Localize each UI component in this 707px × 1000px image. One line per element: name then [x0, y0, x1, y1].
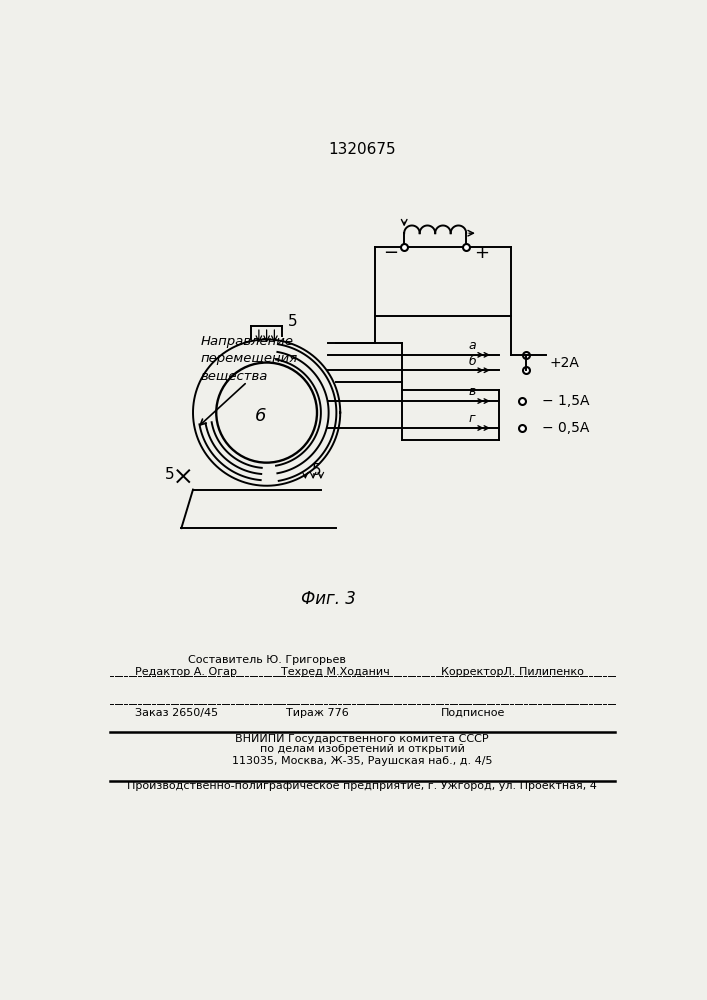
Text: КорректорЛ. Пилипенко: КорректорЛ. Пилипенко	[441, 667, 584, 677]
Text: Составитель Ю. Григорьев: Составитель Ю. Григорьев	[187, 655, 346, 665]
Text: +: +	[474, 244, 489, 262]
Text: г: г	[469, 412, 475, 425]
Text: Производственно-полиграфическое предприятие, г. Ужгород, ул. Проектная, 4: Производственно-полиграфическое предприя…	[127, 781, 597, 791]
Text: Заказ 2650/45: Заказ 2650/45	[135, 708, 218, 718]
Text: по делам изобретений и открытий: по делам изобретений и открытий	[259, 744, 464, 754]
Text: Техред М.Ходанич: Техред М.Ходанич	[281, 667, 390, 677]
Text: в: в	[468, 385, 476, 398]
Text: ВНИИПИ Государственного комитета СССР: ВНИИПИ Государственного комитета СССР	[235, 734, 489, 744]
Text: −: −	[382, 244, 398, 262]
Text: Подписное: Подписное	[441, 708, 506, 718]
Text: 1320675: 1320675	[328, 142, 396, 157]
Text: 5: 5	[165, 467, 175, 482]
Text: Редактор А. Огар: Редактор А. Огар	[135, 667, 237, 677]
Text: − 1,5А: − 1,5А	[542, 394, 589, 408]
Text: а: а	[468, 339, 476, 352]
Text: − 0,5А: − 0,5А	[542, 421, 589, 435]
Text: +2А: +2А	[549, 356, 579, 370]
Text: 5: 5	[312, 463, 322, 478]
Text: Фиг. 3: Фиг. 3	[301, 590, 356, 608]
Text: б: б	[468, 355, 476, 368]
Text: 5: 5	[288, 314, 298, 329]
Text: Тираж 776: Тираж 776	[286, 708, 349, 718]
Text: 113035, Москва, Ж-35, Раушская наб., д. 4/5: 113035, Москва, Ж-35, Раушская наб., д. …	[232, 756, 492, 766]
Text: Направление
перемещения
вещества: Направление перемещения вещества	[201, 335, 298, 382]
Text: 6: 6	[255, 407, 266, 425]
